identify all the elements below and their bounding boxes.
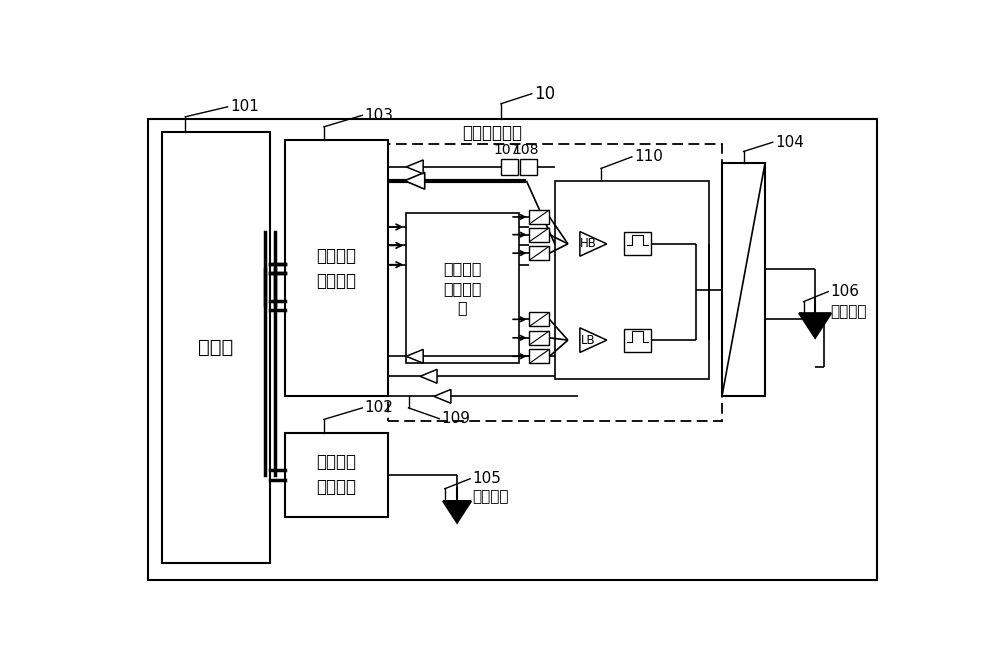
Polygon shape bbox=[799, 313, 831, 338]
Bar bbox=[624, 233, 651, 255]
Bar bbox=[285, 140, 388, 396]
Text: 101: 101 bbox=[230, 99, 259, 114]
Bar bbox=[285, 433, 388, 517]
Text: 10: 10 bbox=[534, 85, 555, 103]
Bar bbox=[529, 210, 549, 224]
Polygon shape bbox=[443, 501, 471, 523]
Text: HB: HB bbox=[580, 237, 596, 251]
Bar bbox=[722, 163, 765, 396]
Text: 第一射频
通信模块: 第一射频 通信模块 bbox=[317, 454, 357, 497]
Polygon shape bbox=[405, 172, 425, 190]
Bar bbox=[555, 181, 709, 378]
Bar bbox=[529, 312, 549, 327]
Bar bbox=[406, 213, 519, 364]
Text: 110: 110 bbox=[634, 149, 663, 165]
Polygon shape bbox=[406, 349, 423, 364]
Polygon shape bbox=[580, 232, 607, 256]
Text: 第一前端模块: 第一前端模块 bbox=[462, 124, 522, 142]
Text: 109: 109 bbox=[442, 411, 471, 426]
Bar bbox=[388, 144, 722, 421]
Text: 102: 102 bbox=[365, 401, 394, 415]
Polygon shape bbox=[406, 160, 423, 174]
Bar bbox=[148, 119, 877, 579]
Bar bbox=[162, 132, 270, 563]
Text: 多模多频
功率放大
器: 多模多频 功率放大 器 bbox=[443, 261, 482, 315]
Text: LB: LB bbox=[581, 333, 595, 347]
Polygon shape bbox=[434, 389, 451, 403]
Text: 第一天线: 第一天线 bbox=[472, 489, 509, 504]
Bar bbox=[520, 159, 537, 175]
Bar bbox=[529, 228, 549, 242]
Bar bbox=[529, 331, 549, 345]
Polygon shape bbox=[580, 328, 607, 352]
Bar bbox=[501, 159, 518, 175]
Text: 106: 106 bbox=[831, 284, 860, 299]
Text: 第二射频
通信模块: 第二射频 通信模块 bbox=[317, 247, 357, 290]
Bar bbox=[624, 329, 651, 351]
Text: 104: 104 bbox=[775, 135, 804, 150]
Bar bbox=[529, 349, 549, 364]
Text: 107: 107 bbox=[493, 143, 520, 157]
Text: 108: 108 bbox=[512, 143, 539, 157]
Text: 第二天线: 第二天线 bbox=[831, 304, 867, 319]
Text: 105: 105 bbox=[472, 471, 501, 487]
Text: 处理器: 处理器 bbox=[198, 338, 234, 358]
Bar bbox=[529, 246, 549, 260]
Polygon shape bbox=[420, 370, 437, 383]
Text: 103: 103 bbox=[365, 108, 394, 123]
